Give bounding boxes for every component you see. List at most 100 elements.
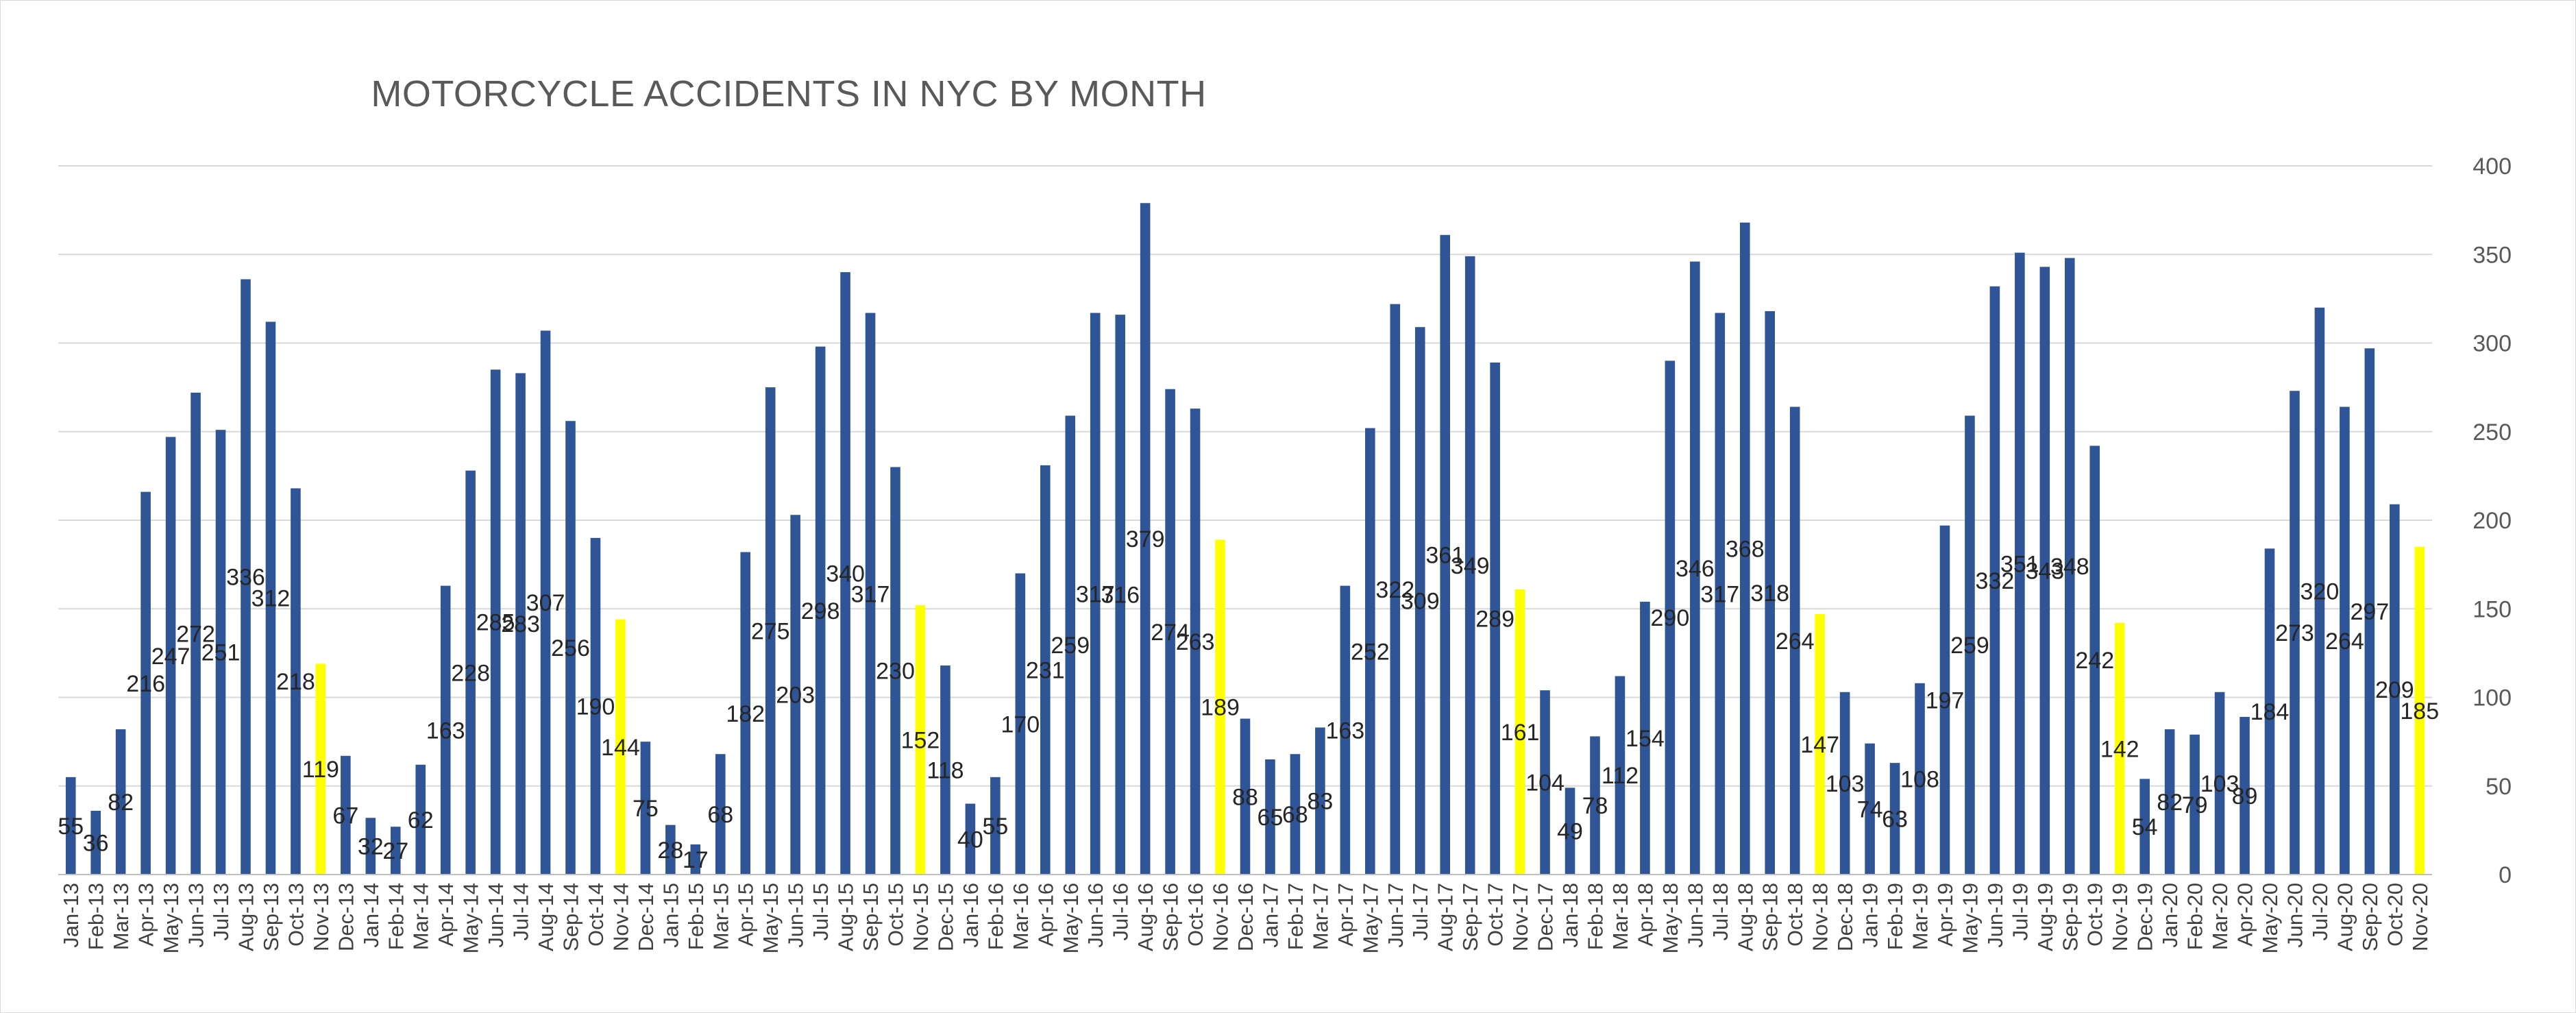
bar	[2114, 622, 2125, 875]
x-tick-label: Apr-18	[1633, 883, 1657, 947]
x-tick-label: Jun-15	[784, 883, 808, 948]
data-label: 163	[1325, 718, 1364, 744]
x-tick-label: Jul-15	[809, 883, 833, 940]
bar	[1490, 362, 1500, 875]
x-tick-label: Nov-17	[1508, 883, 1532, 951]
bar	[440, 585, 451, 875]
y-tick-label: 100	[2473, 685, 2512, 711]
data-label: 182	[726, 701, 765, 727]
data-label: 322	[1375, 577, 1414, 603]
x-tick-label: Jun-20	[2283, 883, 2307, 948]
x-tick-label: Mar-15	[709, 883, 733, 950]
bar	[815, 346, 826, 875]
bar	[2340, 406, 2350, 875]
x-tick-label: Dec-18	[1833, 883, 1857, 951]
x-tick-label: Aug-20	[2333, 883, 2357, 951]
data-label: 89	[2232, 783, 2258, 809]
bar	[1290, 754, 1301, 875]
bar	[1715, 313, 1726, 875]
data-label: 170	[1001, 711, 1040, 737]
bar	[490, 369, 501, 875]
bar	[215, 430, 226, 875]
y-tick-label: 300	[2473, 331, 2512, 357]
data-label: 49	[1557, 819, 1583, 845]
x-tick-label: Dec-15	[933, 883, 957, 951]
x-tick-label: Jul-13	[209, 883, 233, 940]
bar	[1939, 525, 1950, 875]
data-label: 346	[1676, 556, 1715, 582]
bar	[2314, 307, 2325, 875]
data-label: 340	[826, 561, 865, 587]
x-tick-label: Oct-19	[2083, 883, 2107, 947]
data-label: 317	[1076, 581, 1115, 607]
x-tick-label: Aug-15	[834, 883, 858, 951]
data-label: 27	[382, 838, 408, 864]
x-tick-label: Feb-20	[2183, 883, 2207, 950]
bar	[1240, 718, 1251, 875]
x-tick-label: Feb-13	[84, 883, 108, 950]
x-tick-label: Mar-16	[1009, 883, 1033, 950]
y-tick-label: 0	[2499, 862, 2512, 888]
x-tick-label: May-15	[759, 883, 783, 953]
x-tick-label: Nov-19	[2108, 883, 2132, 951]
data-label: 242	[2075, 648, 2114, 674]
data-label: 68	[1282, 802, 1308, 828]
y-tick-label: 350	[2473, 242, 2512, 268]
bar	[665, 825, 676, 875]
bar	[1190, 408, 1201, 875]
data-label: 88	[1232, 784, 1258, 810]
x-tick-label: Apr-17	[1334, 883, 1358, 947]
x-tick-label: May-20	[2258, 883, 2282, 953]
x-tick-label: Feb-16	[983, 883, 1007, 950]
data-label: 74	[1857, 796, 1883, 822]
data-label: 318	[1750, 581, 1789, 607]
bar	[765, 387, 776, 875]
x-tick-label: Aug-13	[234, 883, 258, 951]
bar	[390, 827, 401, 875]
data-label: 55	[58, 814, 84, 840]
bar	[465, 470, 476, 875]
data-label: 103	[1826, 771, 1865, 797]
data-label: 63	[1882, 807, 1908, 833]
x-tick-label: Jun-16	[1083, 883, 1107, 948]
x-tick-label: Jan-18	[1558, 883, 1582, 948]
data-label: 54	[2132, 814, 2158, 840]
x-tick-label: Mar-17	[1308, 883, 1332, 950]
data-label: 218	[276, 669, 315, 695]
chart-title: MOTORCYCLE ACCIDENTS IN NYC BY MONTH	[371, 73, 1207, 114]
x-tick-label: Oct-15	[884, 883, 908, 947]
data-label: 32	[358, 834, 384, 860]
bar	[1915, 683, 1925, 875]
data-label: 251	[201, 640, 241, 666]
data-label: 228	[451, 660, 490, 686]
bar	[2089, 446, 2100, 875]
data-label: 103	[2200, 771, 2240, 797]
x-tick-label: Oct-16	[1183, 883, 1207, 947]
data-label: 184	[2250, 699, 2290, 725]
data-label: 275	[751, 619, 790, 645]
x-tick-label: Jun-17	[1384, 883, 1408, 948]
x-tick-label: May-18	[1658, 883, 1682, 953]
x-tick-label: Apr-19	[1933, 883, 1957, 947]
data-label: 309	[1401, 589, 1440, 615]
bar	[65, 777, 76, 875]
data-label: 197	[1926, 687, 1965, 713]
data-label: 75	[633, 796, 659, 822]
x-tick-label: May-19	[1958, 883, 1982, 953]
x-tick-label: Sep-15	[859, 883, 883, 951]
data-label: 297	[2350, 599, 2389, 625]
bar	[915, 605, 926, 875]
data-label: 343	[2025, 559, 2064, 585]
data-label: 119	[302, 757, 339, 783]
x-tick-label: Feb-17	[1284, 883, 1308, 950]
data-label: 40	[957, 827, 983, 853]
data-label: 68	[707, 802, 733, 828]
x-tick-label: Sep-17	[1458, 883, 1482, 951]
x-tick-label: Mar-19	[1909, 883, 1933, 950]
data-label: 144	[601, 735, 640, 761]
x-tick-label: Jan-13	[59, 883, 83, 948]
y-tick-label: 400	[2473, 154, 2512, 180]
x-tick-label: Feb-15	[684, 883, 708, 950]
bar	[1514, 589, 1525, 875]
bar	[940, 665, 950, 875]
